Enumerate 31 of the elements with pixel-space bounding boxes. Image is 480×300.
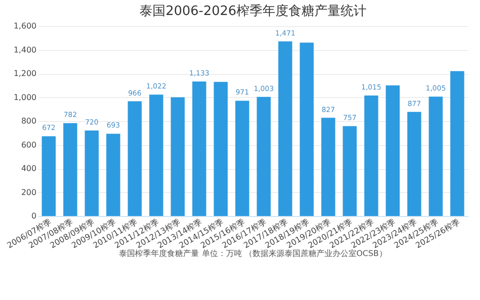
y-tick-label: 600 [21,140,36,150]
bar [256,96,271,216]
y-tick-label: 1,000 [14,92,36,102]
bar [42,136,56,216]
bar [321,118,336,216]
bar [192,81,206,216]
bar [450,71,464,216]
bar [149,94,164,216]
y-tick-label: 200 [21,188,36,197]
y-tick-label: 1,200 [14,69,36,78]
bar [407,112,422,216]
bar [235,100,250,216]
bar [63,123,78,216]
bar [170,97,185,216]
text: 泰国榨季年度食糖产量 单位：万吨 （数据来源泰国蔗糖产业办公室OCSB） [119,249,387,258]
bar [342,126,357,216]
y-tick-label: 400 [21,164,36,173]
y-tick-label: 800 [21,116,36,126]
y-tick-label: 1,600 [14,22,36,30]
bar [278,41,292,216]
bar [386,85,400,216]
bar [84,130,99,216]
chart-title: 泰国2006-2026榨季年度食糖产量统计 [140,3,366,19]
bar [128,101,142,216]
bar [106,134,120,216]
y-tick-label: 1,400 [14,45,36,54]
bar [364,95,378,216]
y-tick-label: 0 [31,212,36,220]
bar [428,96,443,216]
bar [300,42,314,216]
bar [214,82,228,216]
